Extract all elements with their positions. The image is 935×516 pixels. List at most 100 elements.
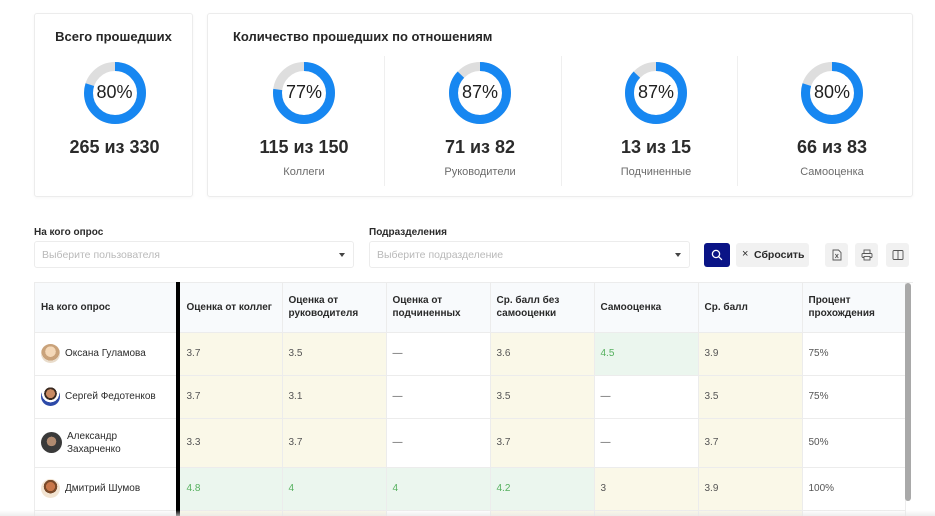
subordinates-score: 4: [386, 467, 491, 511]
subordinates-score: —: [386, 332, 491, 376]
reset-button[interactable]: × Сбросить: [736, 243, 809, 267]
bottom-shadow: [0, 510, 935, 516]
colleagues-score: 3.7: [178, 375, 283, 419]
relations-passed-card: Количество прошедших по отношениям 77% 1…: [207, 13, 913, 197]
column-header-managers[interactable]: Оценка от руководителя: [282, 283, 387, 333]
donut-chart: 77%: [272, 61, 336, 125]
column-header-subordinates[interactable]: Оценка от подчиненных: [386, 283, 491, 333]
relation-stat-self: 80% 66 из 83 Самооценка: [744, 14, 920, 198]
avg-no-self-score: 3.5: [490, 375, 595, 419]
column-header-percent[interactable]: Процент прохождения: [802, 283, 906, 333]
department-select[interactable]: Выберите подразделение: [369, 241, 690, 268]
column-header-subject[interactable]: На кого опрос: [35, 283, 179, 333]
table-header-row: На кого опрос Оценка от коллег Оценка от…: [35, 283, 906, 333]
search-icon: [711, 249, 723, 261]
stat-count: 115 из 150: [259, 137, 349, 157]
subject-cell: Оксана Гуламова: [35, 332, 179, 376]
subject-cell: Сергей Федотенков: [35, 375, 179, 419]
reset-button-label: Сбросить: [754, 249, 805, 261]
subordinates-score: —: [386, 375, 491, 419]
avg-score: 3.9: [698, 332, 803, 376]
avg-score: 3.5: [698, 375, 803, 419]
avatar: [41, 387, 60, 406]
completion-percent: 75%: [802, 375, 906, 419]
avg-no-self-score: 4.2: [490, 467, 595, 511]
avg-no-self-score: 3.6: [490, 332, 595, 376]
frozen-column-divider[interactable]: [176, 282, 180, 516]
managers-score: 3.1: [282, 375, 387, 419]
relation-stat-managers: 87% 71 из 82 Руководители: [392, 14, 568, 198]
column-header-avg[interactable]: Ср. балл: [698, 283, 803, 333]
avg-no-self-score: 3.7: [490, 418, 595, 468]
donut-ring-icon: [801, 62, 863, 124]
table-row[interactable]: Александр Захарченко 3.3 3.7 — 3.7 — 3.7…: [35, 418, 906, 468]
donut-ring-icon: [625, 62, 687, 124]
user-select-placeholder: Выберите пользователя: [42, 249, 160, 261]
total-passed-title: Всего прошедших: [55, 29, 172, 44]
columns-toggle-button[interactable]: [886, 243, 909, 267]
column-header-colleagues[interactable]: Оценка от коллег: [178, 283, 283, 333]
avatar: [41, 479, 60, 498]
colleagues-score: 3.7: [178, 332, 283, 376]
stat-count: 13 из 15: [620, 137, 692, 157]
self-score: 3: [594, 467, 699, 511]
donut-percent: 87%: [637, 82, 675, 102]
completion-percent: 50%: [802, 418, 906, 468]
divider: [384, 56, 385, 186]
printer-icon: [861, 249, 872, 261]
stat-count: 265 из 330: [69, 137, 160, 157]
self-score: —: [594, 418, 699, 468]
department-select-placeholder: Выберите подразделение: [377, 249, 504, 261]
completion-percent: 75%: [802, 332, 906, 376]
donut-ring-icon: [449, 62, 511, 124]
excel-file-icon: [832, 249, 841, 261]
stat-count: 71 из 82: [444, 137, 516, 157]
results-table: На кого опрос Оценка от коллег Оценка от…: [34, 282, 913, 516]
total-passed-stat: 80% 265 из 330: [35, 14, 194, 198]
donut-ring-icon: [83, 62, 146, 124]
subject-cell: Александр Захарченко: [35, 418, 179, 468]
table-row[interactable]: Дмитрий Шумов 4.8 4 4 4.2 3 3.9 100%: [35, 467, 906, 511]
table-row[interactable]: Сергей Федотенков 3.7 3.1 — 3.5 — 3.5 75…: [35, 375, 906, 419]
colleagues-score: 3.3: [178, 418, 283, 468]
stat-caption: Самооценка: [800, 166, 864, 178]
search-button[interactable]: [704, 243, 730, 267]
relation-stat-colleagues: 77% 115 из 150 Коллеги: [216, 14, 392, 198]
avg-score: 3.7: [698, 418, 803, 468]
stat-caption: Руководители: [444, 166, 516, 178]
subject-name: Дмитрий Шумов: [65, 483, 141, 494]
table-scrollbar[interactable]: [905, 283, 911, 501]
print-button[interactable]: [855, 243, 878, 267]
donut-percent: 77%: [285, 82, 323, 102]
column-header-self[interactable]: Самооценка: [594, 283, 699, 333]
export-excel-button[interactable]: [825, 243, 848, 267]
close-icon: ×: [742, 248, 749, 260]
subordinates-score: —: [386, 418, 491, 468]
stat-count: 66 из 83: [796, 137, 868, 157]
columns-icon: [892, 250, 903, 260]
user-filter-label: На кого опрос: [34, 227, 104, 238]
subject-name: Сергей Федотенков: [65, 391, 156, 402]
subject-cell: Дмитрий Шумов: [35, 467, 179, 511]
completion-percent: 100%: [802, 467, 906, 511]
subject-name: Александр Захарченко: [67, 430, 121, 455]
user-select[interactable]: Выберите пользователя: [34, 241, 354, 268]
donut-chart: 80%: [800, 61, 864, 125]
colleagues-score: 4.8: [178, 467, 283, 511]
relations-passed-title: Количество прошедших по отношениям: [233, 29, 493, 44]
subject-name: Оксана Гуламова: [65, 348, 146, 359]
donut-percent: 80%: [96, 82, 133, 102]
donut-chart: 87%: [624, 61, 688, 125]
avatar: [41, 344, 60, 363]
column-header-avg-no-self[interactable]: Ср. балл без самооценки: [490, 283, 595, 333]
donut-percent: 80%: [813, 82, 851, 102]
donut-percent: 87%: [461, 82, 499, 102]
table-row[interactable]: Оксана Гуламова 3.7 3.5 — 3.6 4.5 3.9 75…: [35, 332, 906, 376]
donut-chart: 87%: [448, 61, 512, 125]
stat-caption: Коллеги: [283, 166, 325, 178]
avatar: [41, 432, 62, 453]
avg-score: 3.9: [698, 467, 803, 511]
donut-chart: 80%: [83, 61, 147, 125]
department-filter-label: Подразделения: [369, 227, 447, 238]
managers-score: 4: [282, 467, 387, 511]
